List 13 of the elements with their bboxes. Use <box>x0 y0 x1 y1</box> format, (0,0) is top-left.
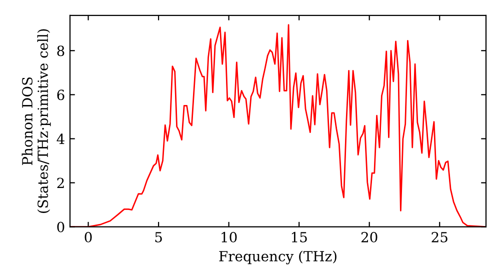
x-tick-label: 15 <box>292 232 307 242</box>
x-tick-label: 0 <box>84 232 92 242</box>
x-axis-title: Frequency (THz) <box>219 250 336 264</box>
y-tick-label: 0 <box>57 222 64 232</box>
x-tick-label: 25 <box>432 232 448 242</box>
y-tick-label: 8 <box>57 46 64 56</box>
x-tick-label: 10 <box>222 232 237 242</box>
y-tick-label: 2 <box>57 178 64 188</box>
y-tick-label: 4 <box>56 134 64 144</box>
x-tick-label: 20 <box>361 232 378 242</box>
y-tick-label: 6 <box>57 90 64 100</box>
x-tick-label: 5 <box>155 232 162 242</box>
y-axis-title: Phonon DOS (States/THz·primitive cell) <box>22 29 51 213</box>
